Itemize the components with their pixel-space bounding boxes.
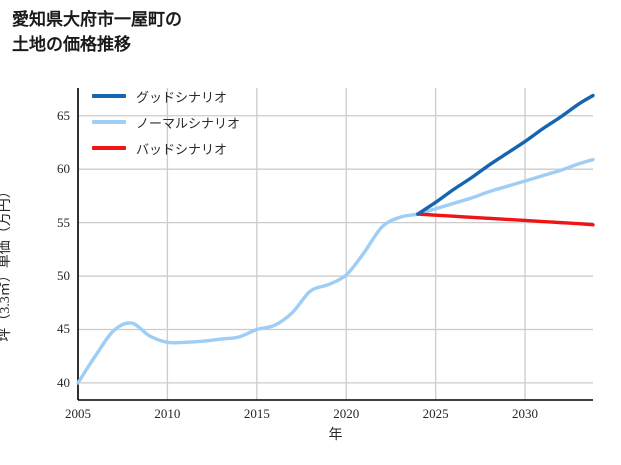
x-tick-label: 2020 <box>333 406 360 421</box>
y-tick-label: 45 <box>57 321 70 337</box>
legend-swatch-icon <box>92 120 126 124</box>
legend-swatch-icon <box>92 94 126 98</box>
legend-label: グッドシナリオ <box>136 89 228 105</box>
x-tick-label: 2010 <box>154 406 181 421</box>
y-axis-label: 坪（3.3㎡）単価（万円） <box>0 184 13 342</box>
x-tick-label: 2005 <box>65 406 91 421</box>
legend-item: グッドシナリオ <box>92 88 240 105</box>
series-line <box>76 157 595 385</box>
chart-legend: グッドシナリオ ノーマルシナリオ バッドシナリオ <box>92 88 241 157</box>
x-tick-label: 2015 <box>243 406 270 421</box>
legend-item: ノーマルシナリオ <box>92 114 241 131</box>
y-tick-label: 50 <box>57 268 70 284</box>
y-tick-label: 60 <box>57 161 70 177</box>
legend-item: バッドシナリオ <box>92 140 240 157</box>
axis-spines <box>77 88 593 401</box>
series-lines <box>76 93 595 385</box>
legend-label: ノーマルシナリオ <box>136 115 241 131</box>
y-tick-label: 55 <box>57 214 70 230</box>
legend-label: バッドシナリオ <box>136 141 228 157</box>
chart-title: 愛知県大府市一屋町の 土地の価格推移 <box>12 10 182 54</box>
series-line <box>416 93 595 216</box>
legend-swatch-icon <box>92 146 126 150</box>
x-tick-label: 2030 <box>512 406 539 421</box>
y-tick-label: 65 <box>57 107 70 123</box>
series-line <box>416 212 595 227</box>
x-axis-label: 年 <box>328 428 343 443</box>
y-tick-label: 40 <box>57 374 70 390</box>
x-tick-label: 2025 <box>422 406 449 421</box>
